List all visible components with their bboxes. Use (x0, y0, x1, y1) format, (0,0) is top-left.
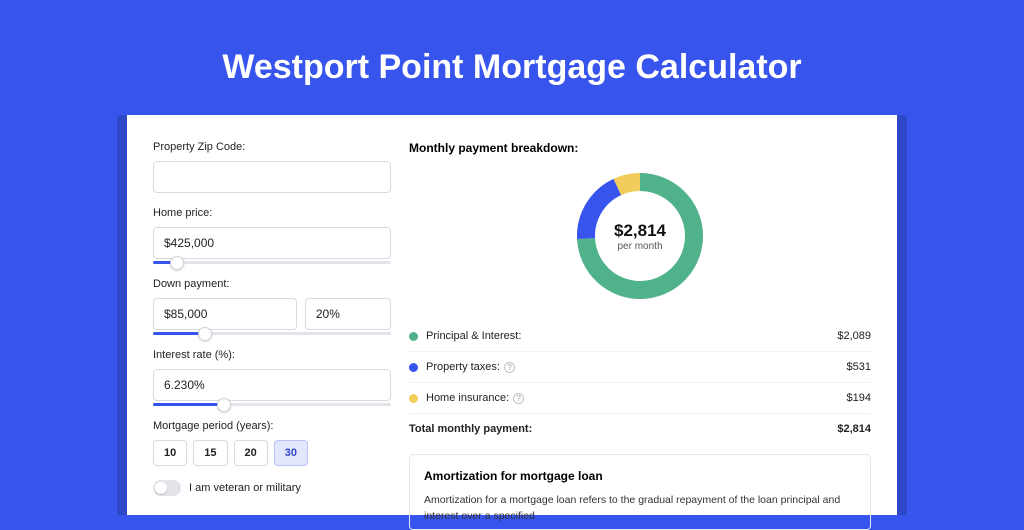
period-option-30[interactable]: 30 (274, 440, 308, 466)
legend-row: Property taxes:?$531 (409, 351, 871, 382)
interest-slider[interactable] (153, 403, 391, 406)
legend-value: $2,089 (837, 330, 871, 342)
veteran-label: I am veteran or military (189, 482, 301, 494)
legend-value: $194 (847, 392, 871, 404)
donut-center: $2,814 per month (573, 169, 707, 303)
down-payment-slider-thumb[interactable] (198, 327, 212, 341)
card-border: Property Zip Code: Home price: Down paym… (117, 115, 907, 515)
info-icon[interactable]: ? (513, 393, 524, 404)
down-payment-percent-input[interactable] (305, 298, 391, 330)
donut-sub: per month (617, 241, 662, 252)
donut-chart: $2,814 per month (573, 169, 707, 303)
info-icon[interactable]: ? (504, 362, 515, 373)
veteran-toggle-knob (155, 482, 167, 494)
legend-dot-icon (409, 332, 418, 341)
breakdown-column: Monthly payment breakdown: $2,814 per mo… (409, 141, 871, 515)
legend-label: Property taxes:? (426, 361, 847, 373)
veteran-toggle[interactable] (153, 480, 181, 496)
legend-value: $531 (847, 361, 871, 373)
home-price-block: Home price: (153, 207, 391, 264)
form-column: Property Zip Code: Home price: Down paym… (153, 141, 391, 515)
amortization-box: Amortization for mortgage loan Amortizat… (409, 454, 871, 530)
amortization-title: Amortization for mortgage loan (424, 469, 856, 483)
legend-row: Principal & Interest:$2,089 (409, 321, 871, 351)
legend-row: Home insurance:?$194 (409, 382, 871, 413)
period-option-20[interactable]: 20 (234, 440, 268, 466)
legend-total-value: $2,814 (837, 423, 871, 435)
zip-label: Property Zip Code: (153, 141, 391, 153)
home-price-slider[interactable] (153, 261, 391, 264)
period-options: 1015 2030 (153, 440, 391, 466)
veteran-row: I am veteran or military (153, 480, 391, 496)
down-payment-block: Down payment: (153, 278, 391, 335)
zip-field-block: Property Zip Code: (153, 141, 391, 193)
legend-dot-icon (409, 363, 418, 372)
period-label: Mortgage period (years): (153, 420, 391, 432)
amortization-text: Amortization for a mortgage loan refers … (424, 493, 856, 525)
interest-input[interactable] (153, 369, 391, 401)
calculator-card: Property Zip Code: Home price: Down paym… (127, 115, 897, 515)
legend-total-row: Total monthly payment:$2,814 (409, 413, 871, 444)
breakdown-title: Monthly payment breakdown: (409, 141, 871, 155)
home-price-slider-thumb[interactable] (170, 256, 184, 270)
legend-list: Principal & Interest:$2,089Property taxe… (409, 321, 871, 444)
home-price-input[interactable] (153, 227, 391, 259)
interest-label: Interest rate (%): (153, 349, 391, 361)
donut-wrap: $2,814 per month (409, 169, 871, 303)
home-price-label: Home price: (153, 207, 391, 219)
legend-label: Home insurance:? (426, 392, 847, 404)
page-title: Westport Point Mortgage Calculator (0, 48, 1024, 87)
down-payment-slider[interactable] (153, 332, 391, 335)
donut-amount: $2,814 (614, 221, 666, 241)
interest-slider-thumb[interactable] (217, 398, 231, 412)
down-payment-label: Down payment: (153, 278, 391, 290)
legend-label: Principal & Interest: (426, 330, 837, 342)
period-option-10[interactable]: 10 (153, 440, 187, 466)
zip-input[interactable] (153, 161, 391, 193)
period-block: Mortgage period (years): 1015 2030 (153, 420, 391, 466)
interest-block: Interest rate (%): (153, 349, 391, 406)
legend-total-label: Total monthly payment: (409, 423, 837, 435)
period-option-15[interactable]: 15 (193, 440, 227, 466)
interest-slider-fill (153, 403, 224, 406)
down-payment-amount-input[interactable] (153, 298, 297, 330)
legend-dot-icon (409, 394, 418, 403)
